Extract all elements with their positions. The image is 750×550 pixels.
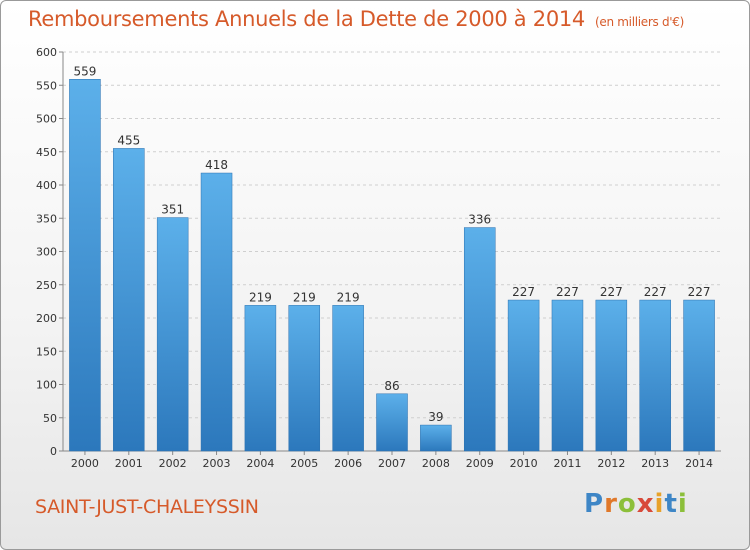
y-tick-label: 600 bbox=[36, 46, 57, 59]
x-tick-label-2010: 2010 bbox=[510, 457, 538, 470]
bar-2003 bbox=[200, 172, 233, 452]
x-tick-label-2012: 2012 bbox=[597, 457, 625, 470]
data-label-2011: 227 bbox=[556, 285, 579, 299]
x-tick-label-2011: 2011 bbox=[553, 457, 581, 470]
data-label-2005: 219 bbox=[293, 290, 316, 304]
bar-2010 bbox=[507, 299, 540, 452]
y-tick-label: 350 bbox=[36, 212, 57, 225]
bar-2006 bbox=[332, 305, 364, 452]
bar-2013 bbox=[639, 299, 671, 452]
y-tick-label: 200 bbox=[36, 312, 57, 325]
y-tick-label: 450 bbox=[36, 146, 57, 159]
axis-layer: 0 50 100 150 200 250 300 350 400 450 500 550 600 2000… bbox=[36, 46, 721, 470]
bar-2000 bbox=[69, 79, 101, 452]
data-label-2007: 86 bbox=[384, 379, 399, 393]
bar-2009 bbox=[463, 227, 496, 452]
x-tick-label-2000: 2000 bbox=[71, 457, 99, 470]
bar-2002 bbox=[156, 217, 189, 452]
data-label-2014: 227 bbox=[688, 285, 711, 299]
y-tick-label: 300 bbox=[36, 246, 57, 259]
bar-2008 bbox=[420, 424, 452, 452]
x-tick-label-2004: 2004 bbox=[246, 457, 274, 470]
x-tick-label-2002: 2002 bbox=[159, 457, 187, 470]
y-tick-label: 550 bbox=[36, 79, 57, 92]
data-label-2003: 418 bbox=[205, 158, 228, 172]
data-label-2010: 227 bbox=[512, 285, 535, 299]
y-tick-label: 150 bbox=[36, 345, 57, 358]
x-tick-label-2008: 2008 bbox=[422, 457, 450, 470]
x-tick-label-2001: 2001 bbox=[115, 457, 143, 470]
bar-2014 bbox=[683, 299, 715, 452]
y-tick-label: 0 bbox=[50, 445, 57, 458]
data-label-2006: 219 bbox=[337, 290, 360, 304]
x-tick-label-2013: 2013 bbox=[641, 457, 669, 470]
chart-title-text: Remboursements Annuels de la Dette de 20… bbox=[28, 7, 585, 31]
bar-2001 bbox=[113, 148, 145, 452]
data-label-2009: 336 bbox=[468, 213, 491, 227]
data-label-2013: 227 bbox=[644, 285, 667, 299]
y-tick-label: 500 bbox=[36, 113, 57, 126]
bar-2012 bbox=[595, 299, 628, 452]
proxiti-logo: Proxiti bbox=[584, 489, 688, 519]
bar-2011 bbox=[551, 299, 584, 452]
x-tick-label-2009: 2009 bbox=[466, 457, 494, 470]
commune-name: SAINT-JUST-CHALEYSSIN bbox=[35, 496, 259, 518]
bar-layer bbox=[69, 79, 715, 452]
data-label-2012: 227 bbox=[600, 285, 623, 299]
data-label-layer: 559 455 351 418 219 219 219 86 39 336 227 227 227 227… bbox=[73, 64, 710, 424]
x-tick-label-2006: 2006 bbox=[334, 457, 362, 470]
bar-2007 bbox=[376, 393, 408, 452]
x-tick-label-2005: 2005 bbox=[290, 457, 318, 470]
y-tick-label: 250 bbox=[36, 279, 57, 292]
x-tick-label-2014: 2014 bbox=[685, 457, 713, 470]
y-tick-label: 100 bbox=[36, 379, 57, 392]
data-label-2000: 559 bbox=[73, 64, 96, 78]
data-label-2001: 455 bbox=[117, 133, 140, 147]
data-label-2008: 39 bbox=[428, 410, 443, 424]
data-label-2002: 351 bbox=[161, 203, 184, 217]
data-label-2004: 219 bbox=[249, 290, 272, 304]
y-tick-label: 400 bbox=[36, 179, 57, 192]
chart-title: Remboursements Annuels de la Dette de 20… bbox=[28, 7, 684, 31]
bar-2005 bbox=[288, 305, 321, 452]
chart-subtitle: (en milliers d'€) bbox=[595, 15, 685, 29]
x-tick-label-2003: 2003 bbox=[203, 457, 231, 470]
x-tick-label-2007: 2007 bbox=[378, 457, 406, 470]
y-tick-label: 50 bbox=[43, 412, 57, 425]
bar-2004 bbox=[244, 305, 277, 452]
